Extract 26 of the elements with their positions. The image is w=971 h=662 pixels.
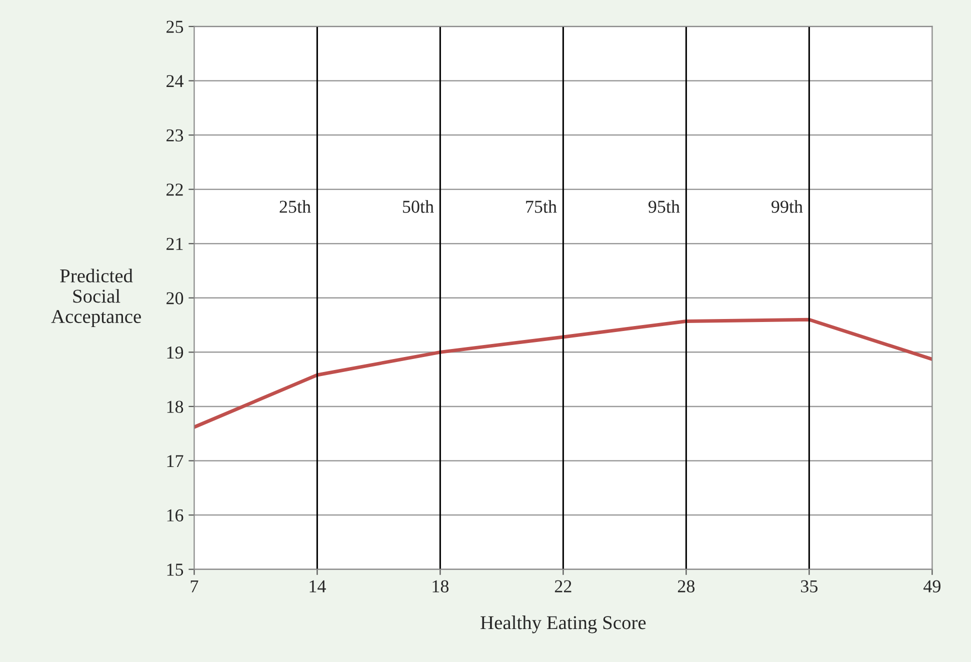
line-series <box>194 318 932 429</box>
x-tick-label: 49 <box>923 580 940 592</box>
x-tick-label: 28 <box>678 580 695 592</box>
ref-line-label: 99th <box>772 200 803 213</box>
y-tick-label: 23 <box>166 129 184 142</box>
y-tick-label: 15 <box>167 564 184 576</box>
y-tick-label: 25 <box>166 20 184 33</box>
y-tick-label: 18 <box>167 400 184 413</box>
ref-line-label: 25th <box>280 200 311 213</box>
x-tick-label: 35 <box>801 580 818 592</box>
y-tick-label: 16 <box>167 509 184 522</box>
y-tick-label: 24 <box>166 75 184 88</box>
y-tick-label: 22 <box>166 184 183 196</box>
x-tick-label: 22 <box>554 580 572 592</box>
y-tick-label: 17 <box>167 455 184 468</box>
x-tick-label: 7 <box>190 580 198 592</box>
y-tick-label: 21 <box>166 238 183 250</box>
x-tick-label: 18 <box>432 580 449 592</box>
y-tick-label: 19 <box>167 346 184 359</box>
ref-line-label: 75th <box>526 200 557 213</box>
y-axis-title: Predicted Social Acceptance <box>51 268 141 328</box>
ref-line-label: 95th <box>648 200 680 213</box>
x-axis-title: Healthy Eating Score <box>480 616 646 634</box>
y-tick-label: 20 <box>166 292 184 304</box>
x-tick-label: 14 <box>310 580 326 592</box>
ref-line-label: 50th <box>402 200 434 213</box>
